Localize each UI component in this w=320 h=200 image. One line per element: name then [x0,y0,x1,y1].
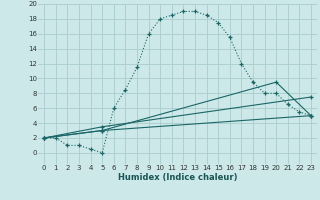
X-axis label: Humidex (Indice chaleur): Humidex (Indice chaleur) [118,173,237,182]
